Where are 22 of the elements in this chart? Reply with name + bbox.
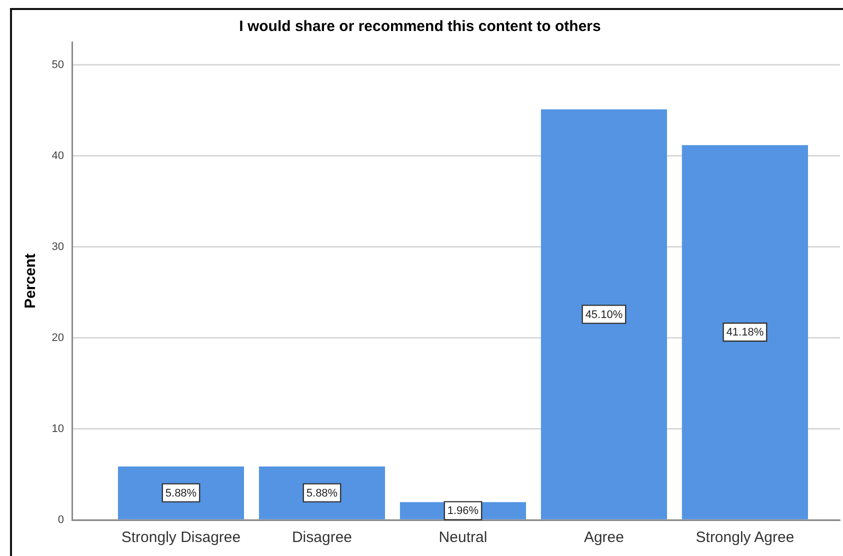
x-tick-label: Neutral: [438, 529, 488, 546]
y-tick-label: 30: [52, 240, 64, 253]
y-tick-label: 50: [52, 58, 64, 71]
bar: [682, 145, 808, 520]
y-tick-label: 20: [52, 332, 64, 344]
y-tick-label: 40: [52, 150, 64, 162]
x-tick-label: Strongly Agree: [696, 529, 794, 546]
bar: [258, 466, 386, 520]
y-tick-label: 10: [52, 422, 64, 435]
bar: [118, 466, 244, 520]
bar: [540, 109, 667, 520]
y-axis-title: Percent: [22, 253, 40, 309]
data-label: 5.88%: [165, 487, 197, 500]
data-label: 5.88%: [306, 487, 338, 500]
data-label: 41.18%: [726, 326, 764, 339]
x-tick-label: Agree: [584, 529, 624, 546]
data-label: 45.10%: [585, 308, 623, 321]
chart-title: I would share or recommend this content to others: [239, 18, 601, 36]
y-tick-label: 0: [58, 514, 64, 526]
data-label: 1.96%: [447, 505, 479, 518]
x-tick-label: Strongly Disagree: [121, 529, 241, 546]
x-tick-label: Disagree: [292, 529, 352, 546]
